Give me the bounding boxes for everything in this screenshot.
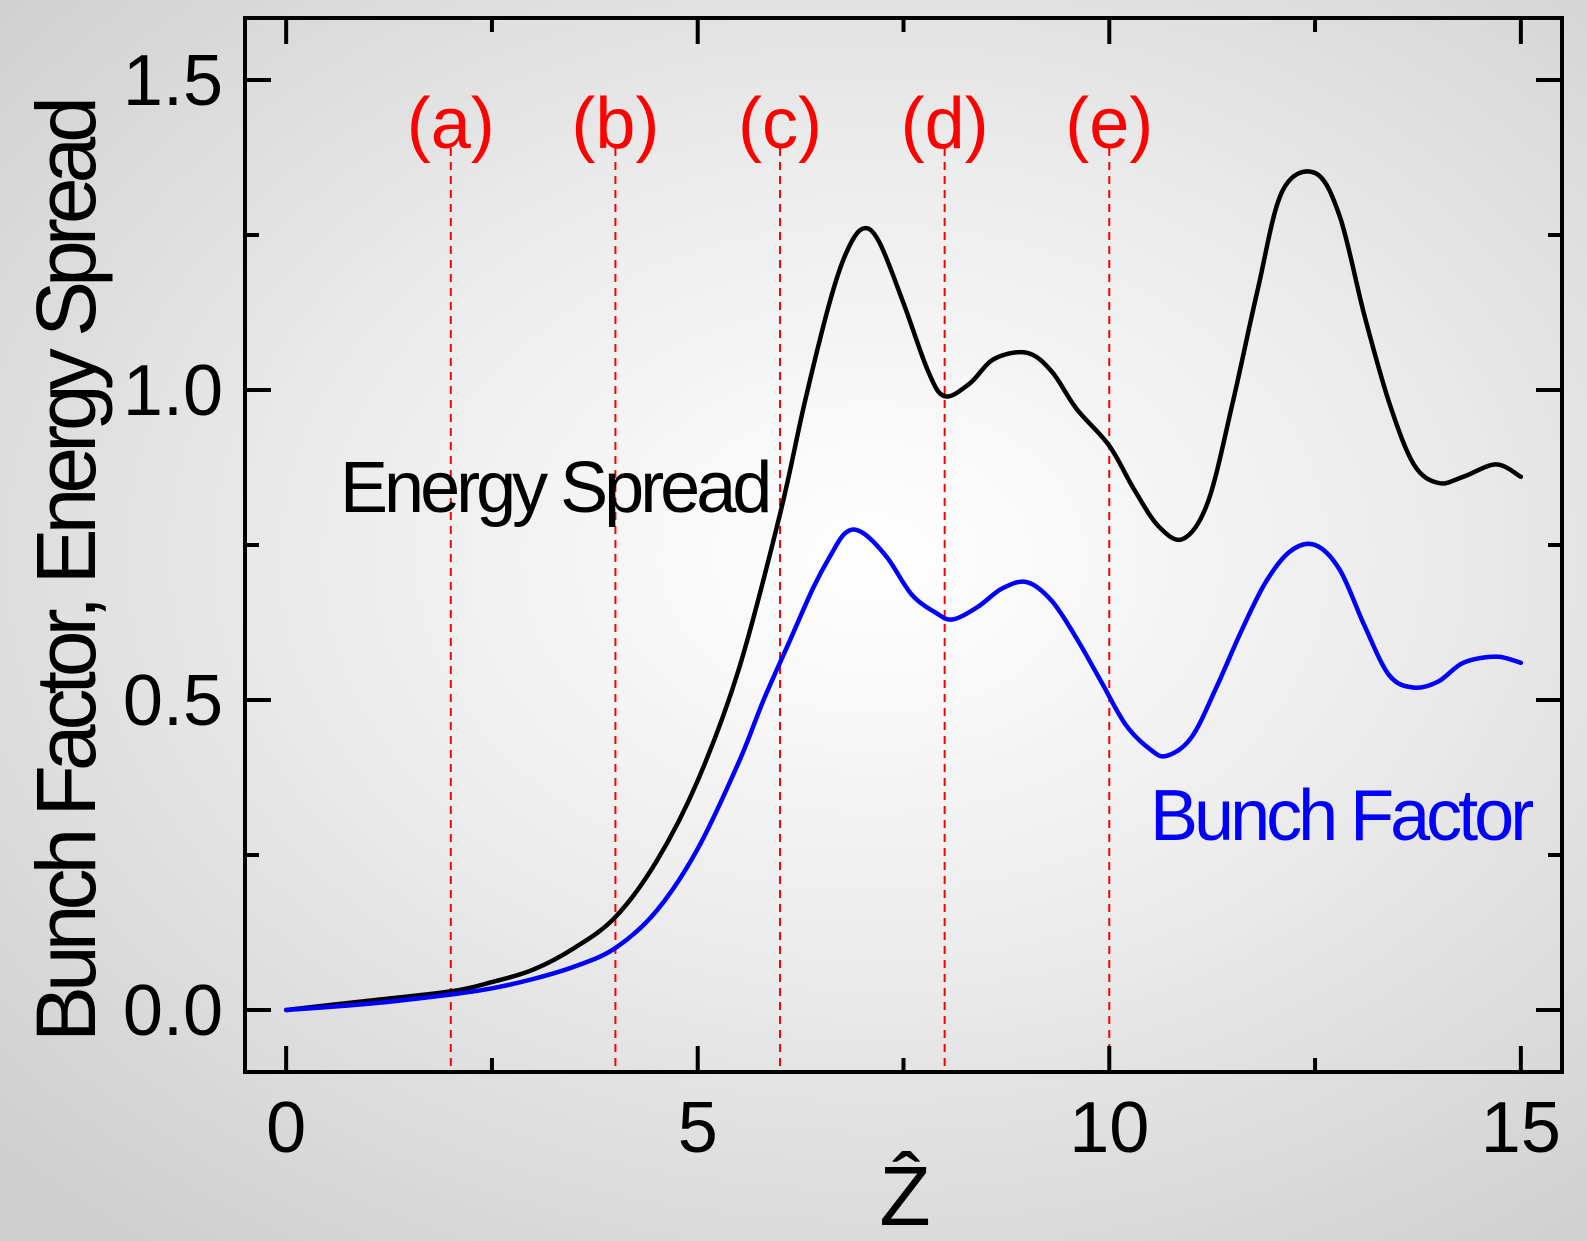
y-tick-label-2: 1.0 bbox=[123, 351, 223, 431]
series-lines bbox=[283, 169, 1524, 1013]
marker-label-4: (e) bbox=[1065, 84, 1153, 164]
series-labels: Energy Spread Bunch Factor bbox=[340, 448, 1537, 856]
y-tick-label-0: 0.0 bbox=[123, 971, 223, 1051]
x-axis-title: Ẑ bbox=[879, 1149, 930, 1241]
axis-ticks: 0 5 10 15 0.0 0.5 1.0 1.5 bbox=[123, 18, 1562, 1168]
series-label-energy-spread: Energy Spread bbox=[340, 448, 768, 528]
series-label-bunch-factor: Bunch Factor bbox=[1150, 776, 1533, 856]
x-tick-label-1: 5 bbox=[678, 1088, 718, 1168]
x-tick-label-0: 0 bbox=[266, 1088, 306, 1168]
vertical-markers: (a) (b) (c) (d) (e) bbox=[407, 84, 1153, 1072]
marker-label-3: (d) bbox=[901, 84, 989, 164]
plot-frame bbox=[243, 16, 1564, 1074]
x-tick-label-2: 10 bbox=[1069, 1088, 1149, 1168]
series-line-0 bbox=[283, 169, 1524, 1013]
y-tick-label-3: 1.5 bbox=[123, 41, 223, 121]
marker-label-0: (a) bbox=[407, 84, 495, 164]
y-tick-label-1: 0.5 bbox=[123, 661, 223, 741]
y-axis-title: Bunch Factor, Energy Spread bbox=[19, 101, 113, 1042]
marker-label-2: (c) bbox=[738, 84, 822, 164]
series-line-1 bbox=[283, 527, 1524, 1013]
x-tick-label-3: 15 bbox=[1481, 1088, 1561, 1168]
marker-label-1: (b) bbox=[571, 84, 659, 164]
